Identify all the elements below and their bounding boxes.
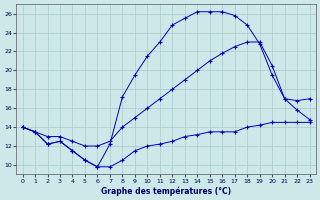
X-axis label: Graphe des températures (°C): Graphe des températures (°C)	[101, 186, 231, 196]
